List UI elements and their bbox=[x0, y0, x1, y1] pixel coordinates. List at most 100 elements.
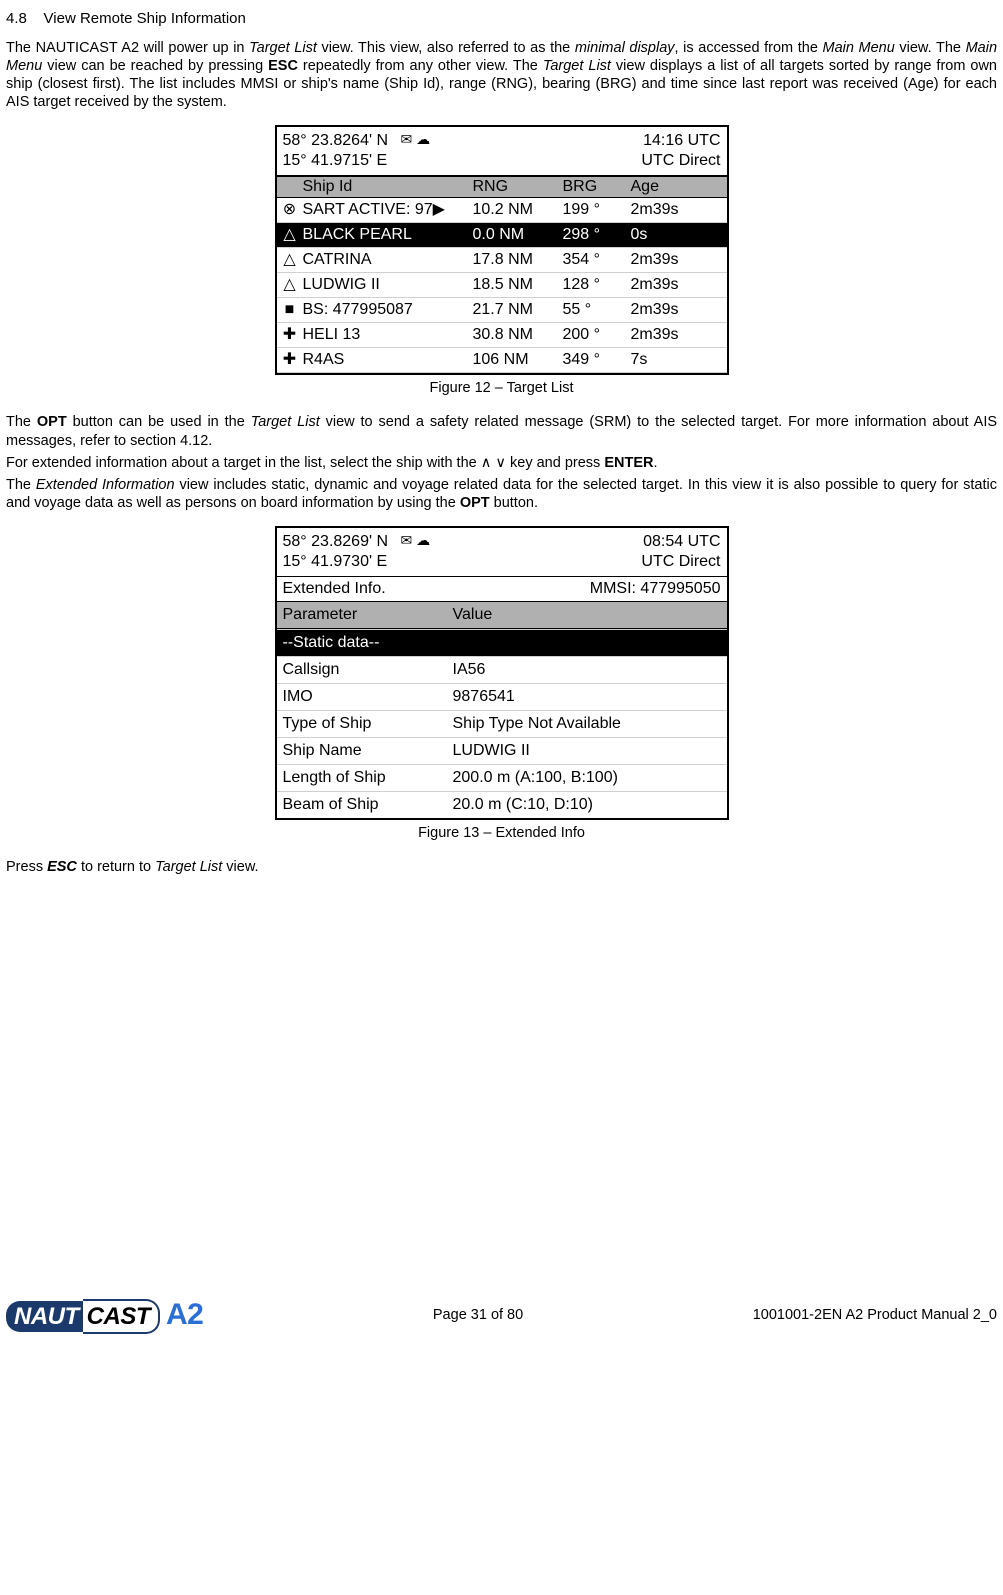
col-value: Value bbox=[453, 605, 727, 625]
row-type-icon: ■ bbox=[277, 300, 303, 320]
extended-title-row: Extended Info. MMSI: 477995050 bbox=[277, 577, 727, 601]
section-number: 4.8 bbox=[6, 10, 27, 27]
row-type-icon: ⊗ bbox=[277, 200, 303, 220]
text: button. bbox=[490, 495, 538, 511]
col-brg: BRG bbox=[563, 177, 631, 197]
text: view. This view, also referred to as the bbox=[317, 40, 575, 56]
extended-row[interactable]: CallsignIA56 bbox=[277, 656, 727, 683]
row-type-icon: △ bbox=[277, 275, 303, 295]
text: , is accessed from the bbox=[675, 40, 823, 56]
text: view. The bbox=[895, 40, 966, 56]
extended-row[interactable]: Type of ShipShip Type Not Available bbox=[277, 710, 727, 737]
row-brg: 199 ° bbox=[563, 200, 631, 220]
paragraph-3: For extended information about a target … bbox=[6, 454, 997, 472]
doc-id: 1001001-2EN A2 Product Manual 2_0 bbox=[753, 1306, 997, 1324]
section-label: --Static data-- bbox=[283, 633, 453, 653]
term: Extended Information bbox=[36, 477, 175, 493]
utc-time: 08:54 UTC bbox=[643, 533, 720, 550]
extended-row[interactable]: Length of Ship200.0 m (A:100, B:100) bbox=[277, 764, 727, 791]
extended-row[interactable]: Ship NameLUDWIG II bbox=[277, 737, 727, 764]
key: ESC bbox=[47, 859, 77, 875]
row-rng: 17.8 NM bbox=[473, 250, 563, 270]
row-shipid: LUDWIG II bbox=[303, 275, 473, 295]
device-statusbar: 58° 23.8269' N ✉ ☁ 15° 41.9730' E 08:54 … bbox=[277, 528, 727, 577]
text: button can be used in the bbox=[67, 414, 251, 430]
utc-source: UTC Direct bbox=[641, 553, 720, 570]
paragraph-2: The OPT button can be used in the Target… bbox=[6, 413, 997, 449]
row-rng: 10.2 NM bbox=[473, 200, 563, 220]
figure-12-caption: Figure 12 – Target List bbox=[6, 379, 997, 397]
page-number: Page 31 of 80 bbox=[433, 1306, 523, 1324]
text: For extended information about a target … bbox=[6, 455, 604, 471]
row-age: 2m39s bbox=[631, 325, 709, 345]
text: view. bbox=[222, 859, 258, 875]
app-icons: ✉ ☁ bbox=[400, 131, 430, 149]
text: . bbox=[653, 455, 657, 471]
table-row[interactable]: ✚R4AS106 NM349 °7s bbox=[277, 348, 727, 373]
row-age: 2m39s bbox=[631, 300, 709, 320]
text: repeatedly from any other view. The bbox=[298, 58, 543, 74]
row-rng: 21.7 NM bbox=[473, 300, 563, 320]
table-row[interactable]: △CATRINA17.8 NM354 °2m39s bbox=[277, 248, 727, 273]
col-shipid: Ship Id bbox=[303, 177, 473, 197]
row-value: LUDWIG II bbox=[453, 741, 727, 761]
term: minimal display bbox=[575, 40, 675, 56]
row-brg: 200 ° bbox=[563, 325, 631, 345]
table-header-row: Ship Id RNG BRG Age bbox=[277, 176, 727, 198]
row-brg: 55 ° bbox=[563, 300, 631, 320]
latitude: 58° 23.8264' N bbox=[283, 132, 389, 149]
col-rng: RNG bbox=[473, 177, 563, 197]
row-age: 7s bbox=[631, 350, 709, 370]
row-age: 2m39s bbox=[631, 275, 709, 295]
row-param: Ship Name bbox=[283, 741, 453, 761]
nauticast-logo: NAUTCASTA2 bbox=[6, 1296, 203, 1334]
row-rng: 0.0 NM bbox=[473, 225, 563, 245]
row-shipid: R4AS bbox=[303, 350, 473, 370]
row-shipid: HELI 13 bbox=[303, 325, 473, 345]
term: Main Menu bbox=[822, 40, 894, 56]
row-rng: 18.5 NM bbox=[473, 275, 563, 295]
paragraph-1: The NAUTICAST A2 will power up in Target… bbox=[6, 39, 997, 112]
row-param: Length of Ship bbox=[283, 768, 453, 788]
text: The bbox=[6, 414, 37, 430]
row-param: Callsign bbox=[283, 660, 453, 680]
extended-row[interactable]: IMO9876541 bbox=[277, 683, 727, 710]
key: OPT bbox=[460, 495, 490, 511]
device-statusbar: 58° 23.8264' N ✉ ☁ 15° 41.9715' E 14:16 … bbox=[277, 127, 727, 176]
extended-section-row: --Static data-- bbox=[277, 629, 727, 656]
utc-time: 14:16 UTC bbox=[643, 132, 720, 149]
paragraph-4: The Extended Information view includes s… bbox=[6, 476, 997, 512]
row-type-icon: △ bbox=[277, 250, 303, 270]
row-age: 2m39s bbox=[631, 200, 709, 220]
figure-13-caption: Figure 13 – Extended Info bbox=[6, 824, 997, 842]
row-value: IA56 bbox=[453, 660, 727, 680]
figure-13-device: 58° 23.8269' N ✉ ☁ 15° 41.9730' E 08:54 … bbox=[275, 526, 729, 820]
row-age: 0s bbox=[631, 225, 709, 245]
key: ENTER bbox=[604, 455, 653, 471]
text: Press bbox=[6, 859, 47, 875]
row-brg: 354 ° bbox=[563, 250, 631, 270]
key: ESC bbox=[268, 58, 298, 74]
row-value: Ship Type Not Available bbox=[453, 714, 727, 734]
table-row[interactable]: ✚HELI 1330.8 NM200 °2m39s bbox=[277, 323, 727, 348]
term: Target List bbox=[155, 859, 222, 875]
row-value: 200.0 m (A:100, B:100) bbox=[453, 768, 727, 788]
key: OPT bbox=[37, 414, 67, 430]
table-row[interactable]: △LUDWIG II18.5 NM128 °2m39s bbox=[277, 273, 727, 298]
table-row[interactable]: ⊗SART ACTIVE: 97▶10.2 NM199 °2m39s bbox=[277, 198, 727, 223]
utc-source: UTC Direct bbox=[641, 152, 720, 169]
table-row[interactable]: △BLACK PEARL0.0 NM298 °0s bbox=[277, 223, 727, 248]
table-row[interactable]: ■BS: 47799508721.7 NM55 °2m39s bbox=[277, 298, 727, 323]
extended-header-row: Parameter Value bbox=[277, 601, 727, 629]
row-brg: 349 ° bbox=[563, 350, 631, 370]
row-param: Type of Ship bbox=[283, 714, 453, 734]
paragraph-5: Press ESC to return to Target List view. bbox=[6, 858, 997, 876]
section-title: View Remote Ship Information bbox=[44, 10, 246, 27]
col-parameter: Parameter bbox=[283, 605, 453, 625]
section-heading: 4.8 View Remote Ship Information bbox=[6, 10, 997, 29]
text: view can be reached by pressing bbox=[42, 58, 268, 74]
row-shipid: BS: 477995087 bbox=[303, 300, 473, 320]
mmsi-label: MMSI: 477995050 bbox=[590, 579, 721, 599]
extended-row[interactable]: Beam of Ship20.0 m (C:10, D:10) bbox=[277, 791, 727, 818]
latitude: 58° 23.8269' N bbox=[283, 533, 389, 550]
